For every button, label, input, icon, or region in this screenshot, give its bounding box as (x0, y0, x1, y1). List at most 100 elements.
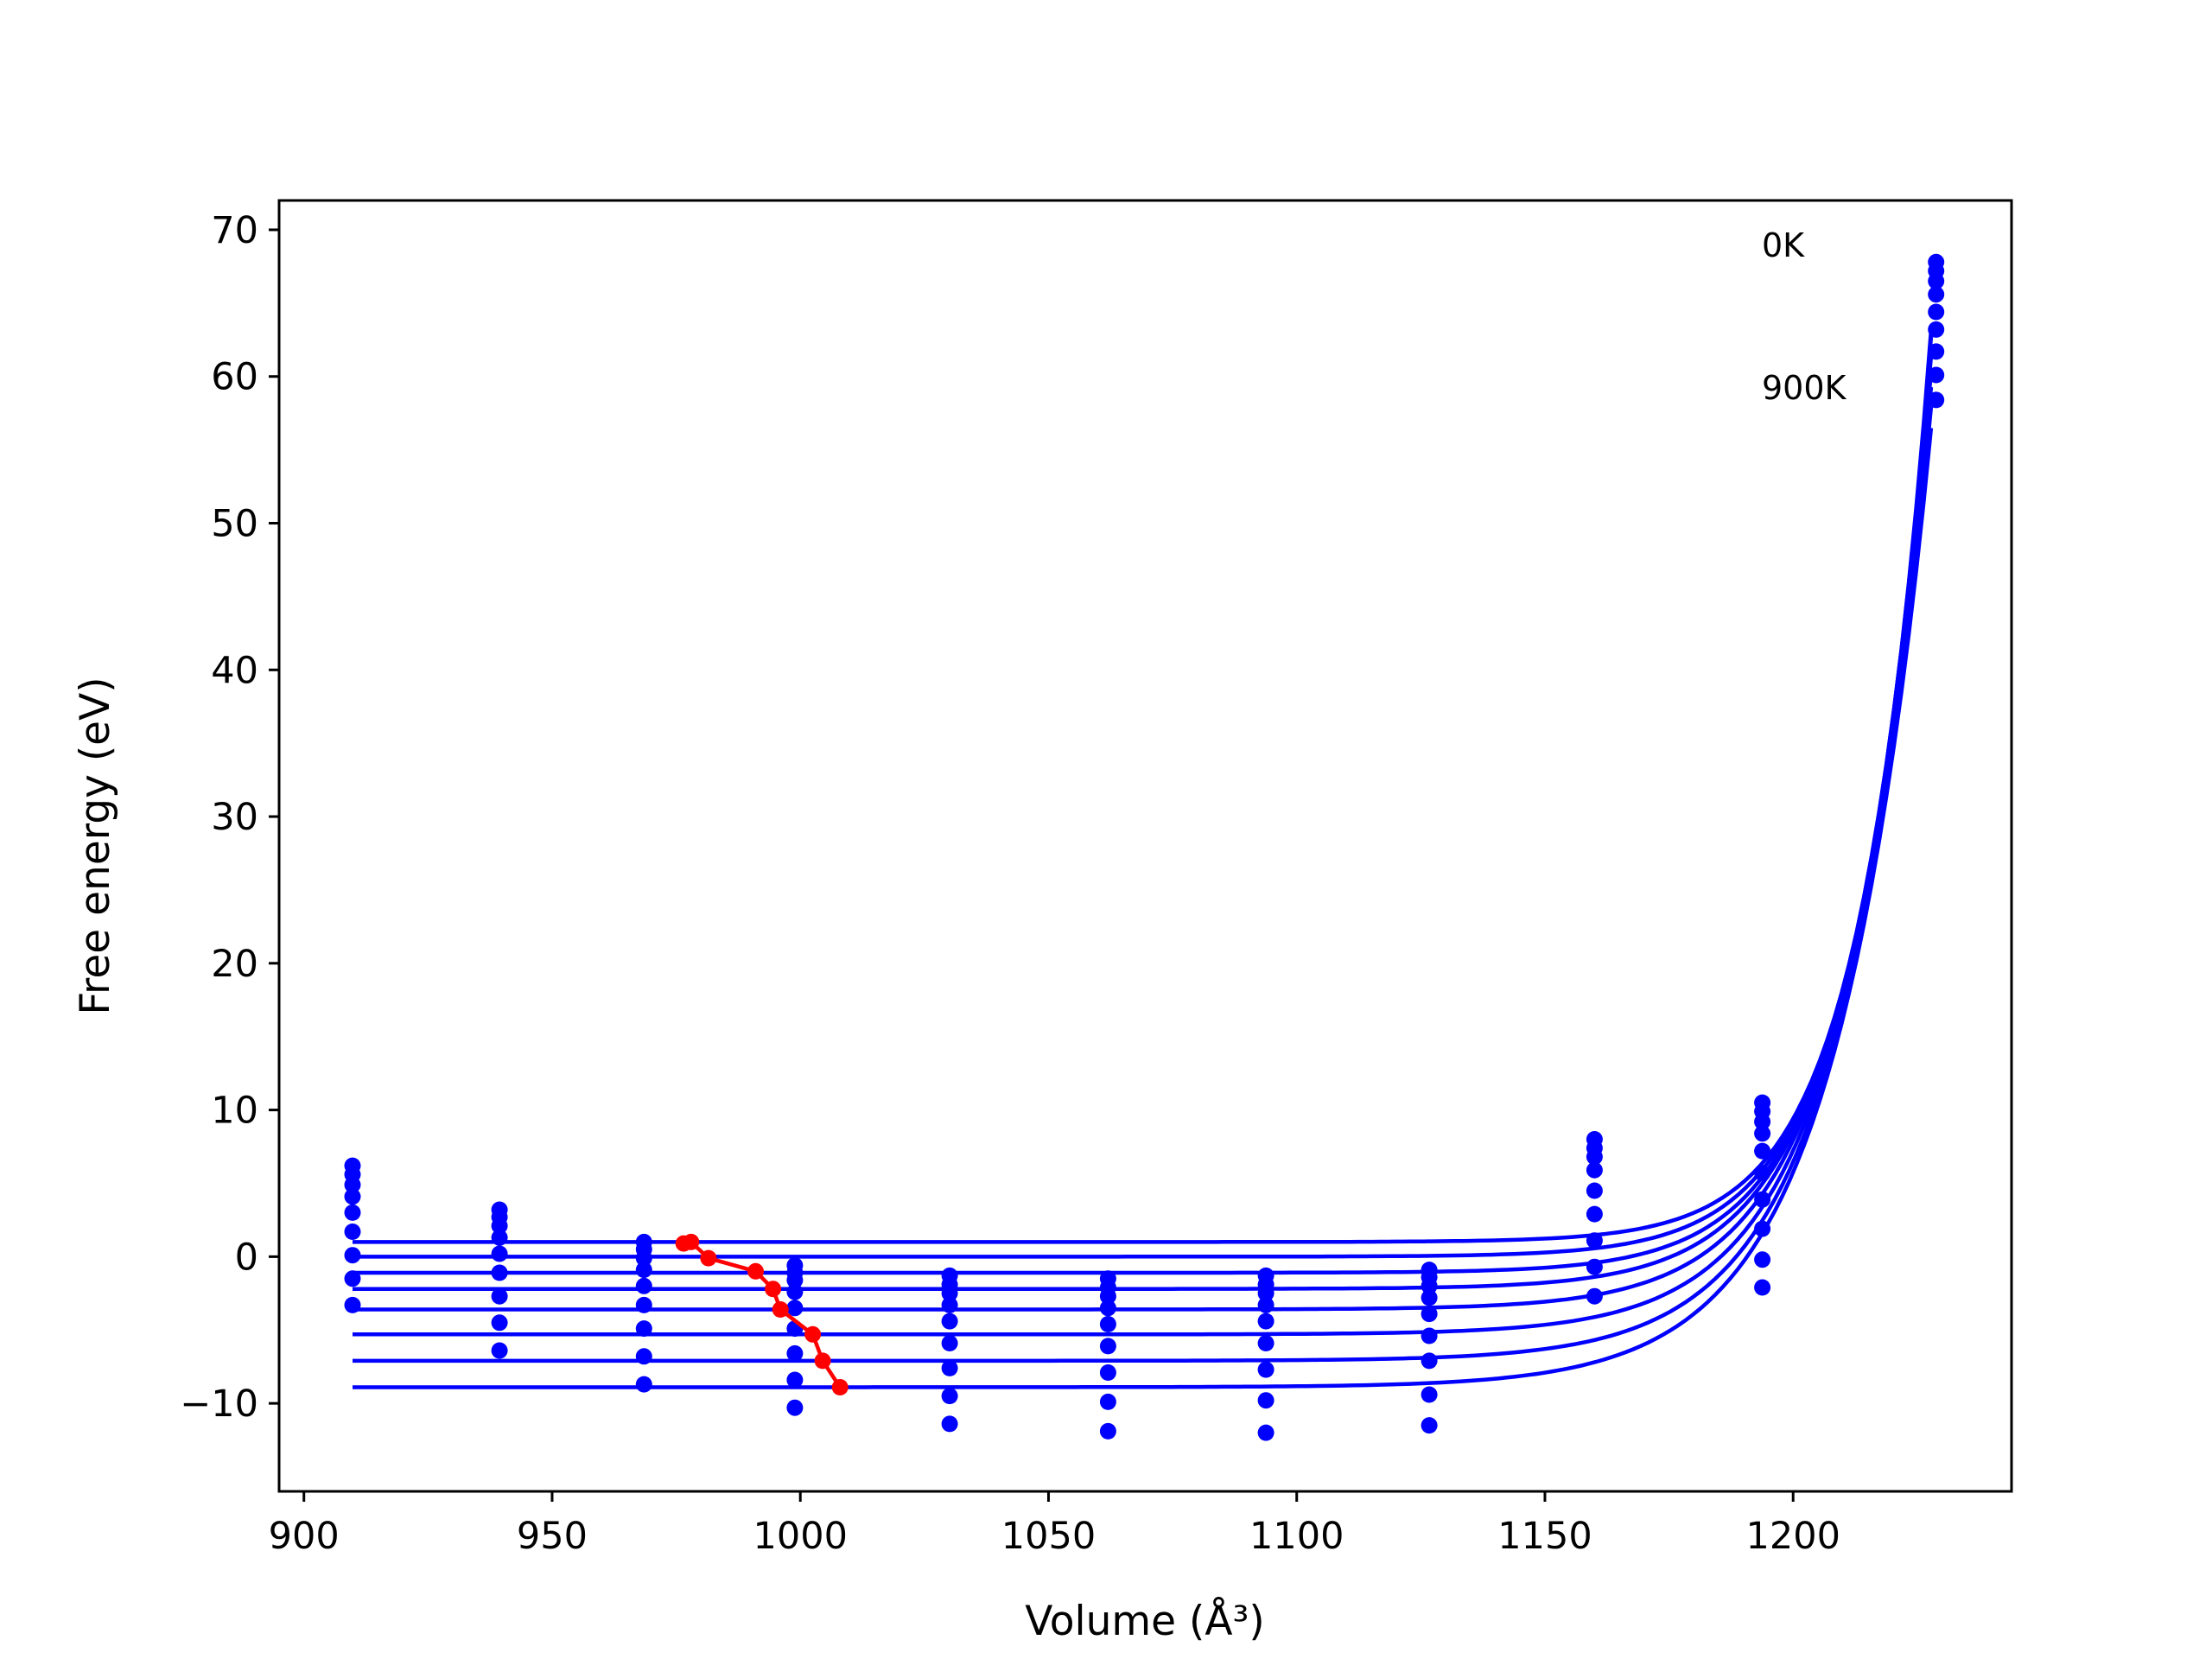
fit-curve (353, 356, 1934, 1291)
data-point (491, 1342, 508, 1359)
y-tick-label: 10 (211, 1090, 258, 1133)
data-point (786, 1371, 804, 1389)
fit-curve (353, 386, 1934, 1337)
data-point (344, 1204, 361, 1221)
fit-curve (353, 428, 1934, 1389)
data-point (941, 1359, 958, 1376)
minimum-point (700, 1249, 717, 1267)
minimum-point (747, 1262, 764, 1280)
data-point (1257, 1424, 1274, 1441)
minimum-point (765, 1281, 782, 1298)
data-point (491, 1314, 508, 1332)
data-point (1928, 303, 1945, 321)
data-point (491, 1217, 508, 1235)
fit-curve (353, 329, 1934, 1244)
x-tick-label: 950 (517, 1515, 588, 1558)
data-point (1421, 1352, 1438, 1370)
data-point (1586, 1148, 1603, 1166)
data-point (491, 1245, 508, 1262)
data-point (1928, 272, 1945, 289)
data-point (1421, 1306, 1438, 1323)
data-point (1586, 1161, 1603, 1179)
data-point (1754, 1279, 1771, 1296)
x-tick-label: 1100 (1249, 1515, 1344, 1558)
y-axis: −10 0 10 20 30 40 50 60 70 (180, 209, 279, 1426)
data-point (941, 1296, 958, 1313)
data-point (491, 1287, 508, 1305)
data-point (344, 1176, 361, 1193)
data-point (786, 1344, 804, 1362)
data-point (635, 1262, 652, 1279)
data-point (1099, 1300, 1116, 1317)
data-point (1099, 1364, 1116, 1381)
data-point (941, 1335, 958, 1351)
x-tick-label: 1000 (753, 1515, 848, 1558)
data-point (635, 1348, 652, 1365)
data-point (635, 1296, 652, 1313)
data-point (941, 1388, 958, 1405)
data-point (1928, 366, 1945, 384)
data-point (1928, 343, 1945, 360)
data-point (1421, 1327, 1438, 1344)
axes-frame (277, 199, 2013, 1493)
data-point (786, 1300, 804, 1317)
fit-curve (353, 371, 1934, 1312)
y-tick-label: 20 (211, 943, 258, 986)
annotation-0k: 0K (1762, 226, 1805, 264)
data-point (635, 1320, 652, 1338)
minimum-point (804, 1325, 822, 1343)
data-point (635, 1376, 652, 1393)
data-point (1586, 1205, 1603, 1223)
minimum-point (831, 1379, 849, 1395)
x-axis-label: Volume (Å³) (1025, 1598, 1264, 1645)
data-point (786, 1283, 804, 1300)
data-point (941, 1285, 958, 1302)
x-tick-label: 1150 (1497, 1515, 1592, 1558)
data-point (344, 1296, 361, 1313)
y-tick-label: 50 (211, 503, 258, 546)
data-point (1754, 1191, 1771, 1208)
data-point (1257, 1392, 1274, 1409)
data-point (491, 1264, 508, 1281)
data-point (1421, 1277, 1438, 1294)
annotation-900k: 900K (1762, 369, 1847, 407)
minimum-point (772, 1301, 789, 1318)
data-point (344, 1224, 361, 1240)
data-point (1754, 1113, 1771, 1130)
data-point (1099, 1287, 1116, 1305)
data-point (1257, 1285, 1274, 1302)
data-point (635, 1249, 652, 1267)
y-tick-label: 0 (235, 1236, 258, 1279)
y-tick-label: 30 (211, 796, 258, 839)
fit-curve (353, 336, 1934, 1259)
data-point (1928, 321, 1945, 338)
data-point (786, 1399, 804, 1416)
x-axis: 900 950 1000 1050 1100 1150 1200 (269, 1491, 1840, 1558)
data-point (1421, 1386, 1438, 1403)
data-point (1586, 1258, 1603, 1275)
data-point (1586, 1232, 1603, 1249)
data-point (941, 1313, 958, 1330)
data-point (1257, 1313, 1274, 1330)
data-point (1257, 1361, 1274, 1378)
x-tick-label: 900 (269, 1515, 340, 1558)
data-point (1586, 1182, 1603, 1199)
data-point (1099, 1316, 1116, 1332)
y-tick-label: 60 (211, 356, 258, 399)
data-point (1099, 1393, 1116, 1410)
data-point (786, 1272, 804, 1288)
data-point (1754, 1142, 1771, 1160)
minimum-point (814, 1352, 831, 1370)
y-tick-label: −10 (180, 1382, 258, 1426)
plot-area (344, 253, 1945, 1441)
data-point (1754, 1165, 1771, 1182)
data-point (1586, 1287, 1603, 1305)
y-axis-label: Free energy (eV) (72, 677, 119, 1014)
fit-curve (353, 406, 1934, 1363)
data-point (344, 1270, 361, 1287)
data-point (1257, 1296, 1274, 1313)
data-point (344, 1188, 361, 1205)
fit-curve (353, 345, 1934, 1275)
